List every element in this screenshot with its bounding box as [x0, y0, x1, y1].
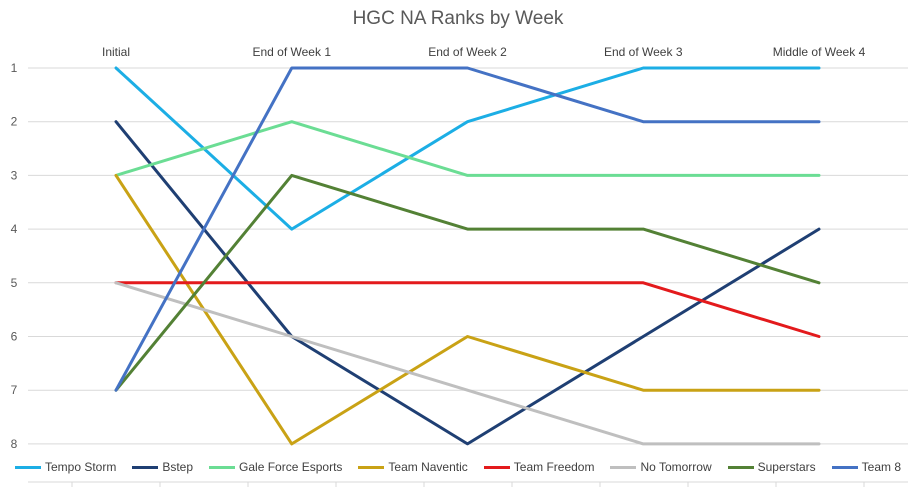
x-tick-label: End of Week 1 [253, 45, 332, 59]
legend-swatch [727, 465, 754, 469]
legend-swatch [14, 465, 41, 469]
legend-swatch [610, 465, 637, 469]
legend-label: Team 8 [861, 460, 902, 474]
gridlines [28, 67, 908, 487]
legend-swatch [132, 465, 159, 469]
series-line-gale-force-esports [114, 120, 821, 177]
legend-label: No Tomorrow [640, 460, 712, 474]
x-tick-label: Initial [102, 45, 130, 59]
legend-label: Gale Force Esports [239, 460, 343, 474]
y-tick-label: 5 [11, 276, 18, 290]
y-tick-label: 7 [11, 383, 18, 397]
legend-label: Tempo Storm [44, 460, 117, 474]
legend-swatch [209, 465, 236, 469]
legend-label: Superstars [757, 460, 816, 474]
x-tick-label: Middle of Week 4 [773, 45, 866, 59]
legend-item: No Tomorrow [610, 460, 712, 474]
y-tick-label: 2 [11, 115, 18, 129]
legend-item: Tempo Storm [14, 460, 117, 474]
series-line-team-freedom [114, 281, 821, 338]
y-tick-label: 3 [11, 168, 18, 182]
x-axis-labels: Initial End of Week 1 End of Week 2 End of … [102, 45, 866, 59]
series-line-team-naventic [114, 173, 821, 446]
series-lines [114, 66, 821, 446]
series-line-no-tomorrow [114, 281, 821, 446]
legend-item: Team Naventic [358, 460, 468, 474]
legend-item: Gale Force Esports [209, 460, 342, 474]
series-line-team-8 [114, 66, 821, 392]
series-line-superstars [114, 173, 821, 392]
legend: Tempo Storm Bstep Gale Force Esports Team N… [0, 458, 916, 476]
legend-item: Team 8 [831, 460, 902, 474]
legend-label: Team Naventic [388, 460, 468, 474]
legend-label: Team Freedom [513, 460, 595, 474]
y-tick-label: 1 [11, 61, 18, 75]
legend-swatch [483, 465, 510, 469]
x-tick-label: End of Week 3 [604, 45, 683, 59]
y-tick-label: 4 [11, 222, 18, 236]
legend-item: Superstars [727, 460, 816, 474]
legend-item: Team Freedom [483, 460, 595, 474]
legend-swatch [831, 465, 858, 469]
legend-label: Bstep [162, 460, 194, 474]
y-tick-label: 6 [11, 330, 18, 344]
y-tick-label: 8 [11, 437, 18, 451]
legend-swatch [358, 465, 385, 469]
y-axis-labels: 1 2 3 4 5 6 7 8 [11, 61, 18, 451]
legend-item: Bstep [132, 460, 193, 474]
chart-title: HGC NA Ranks by Week [352, 8, 564, 29]
series-line-tempo-storm [114, 66, 821, 231]
x-tick-label: End of Week 2 [428, 45, 507, 59]
